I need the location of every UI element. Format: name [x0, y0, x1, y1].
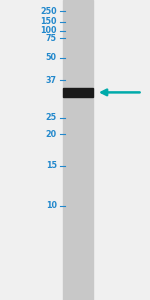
- Text: 37: 37: [46, 76, 57, 85]
- Text: 100: 100: [40, 26, 57, 35]
- Text: 15: 15: [46, 161, 57, 170]
- Text: 250: 250: [40, 7, 57, 16]
- Bar: [63, 88, 93, 97]
- Text: 10: 10: [46, 201, 57, 210]
- Bar: [63, 0, 93, 300]
- Text: 150: 150: [40, 17, 57, 26]
- Text: 75: 75: [46, 34, 57, 43]
- Text: 50: 50: [46, 53, 57, 62]
- Text: 25: 25: [46, 113, 57, 122]
- Text: 20: 20: [46, 130, 57, 139]
